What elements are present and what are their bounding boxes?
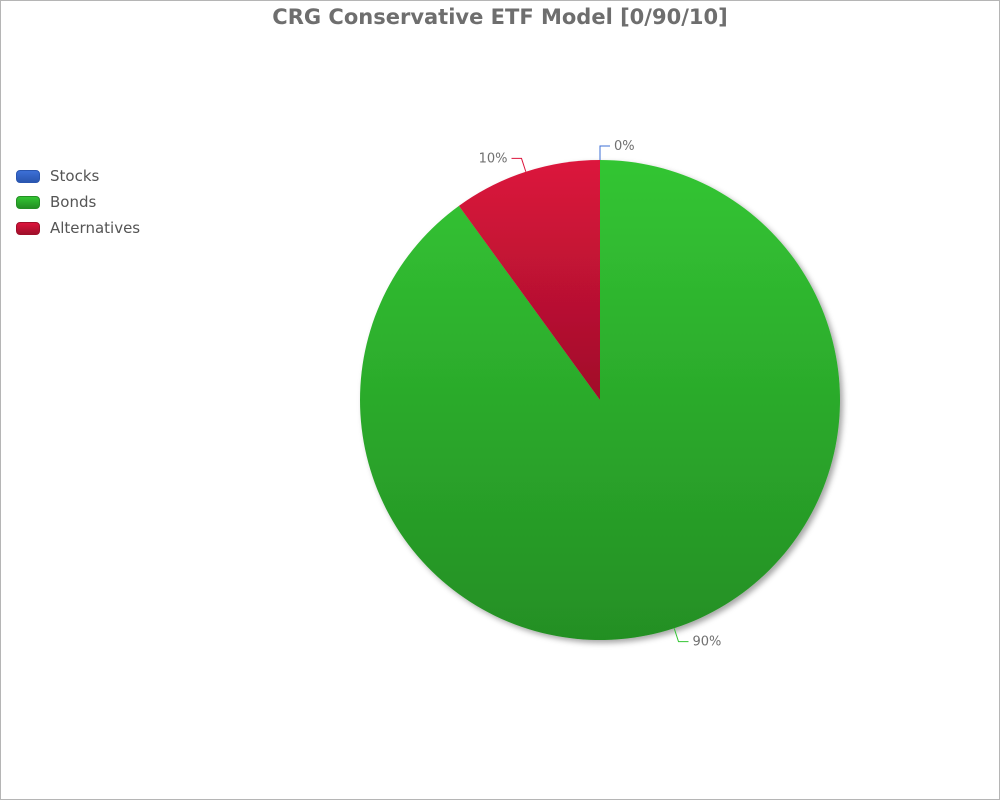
data-label-stocks: 0% [614,139,635,154]
pie-slices [360,160,840,640]
label-connector-alternatives [511,157,527,172]
label-connector-stocks [599,145,610,160]
chart-title: CRG Conservative ETF Model [0/90/10] [272,5,728,29]
legend-item-alternatives[interactable]: Alternatives [16,215,140,241]
legend-label: Bonds [50,193,97,211]
pie-labels: 0% 90% 10% [479,139,722,650]
data-label-bonds: 90% [692,635,721,650]
legend-swatch-alternatives [16,221,40,235]
legend-label: Stocks [50,167,100,185]
legend-item-bonds[interactable]: Bonds [16,189,140,215]
legend: Stocks Bonds Alternatives [16,163,140,241]
pie-slice-alternatives[interactable] [458,160,600,400]
legend-swatch-bonds [16,195,40,209]
legend-item-stocks[interactable]: Stocks [16,163,140,189]
legend-swatch-stocks [16,169,40,183]
data-label-alternatives: 10% [479,151,508,166]
label-connector-bonds [673,628,689,643]
legend-label: Alternatives [50,219,141,237]
